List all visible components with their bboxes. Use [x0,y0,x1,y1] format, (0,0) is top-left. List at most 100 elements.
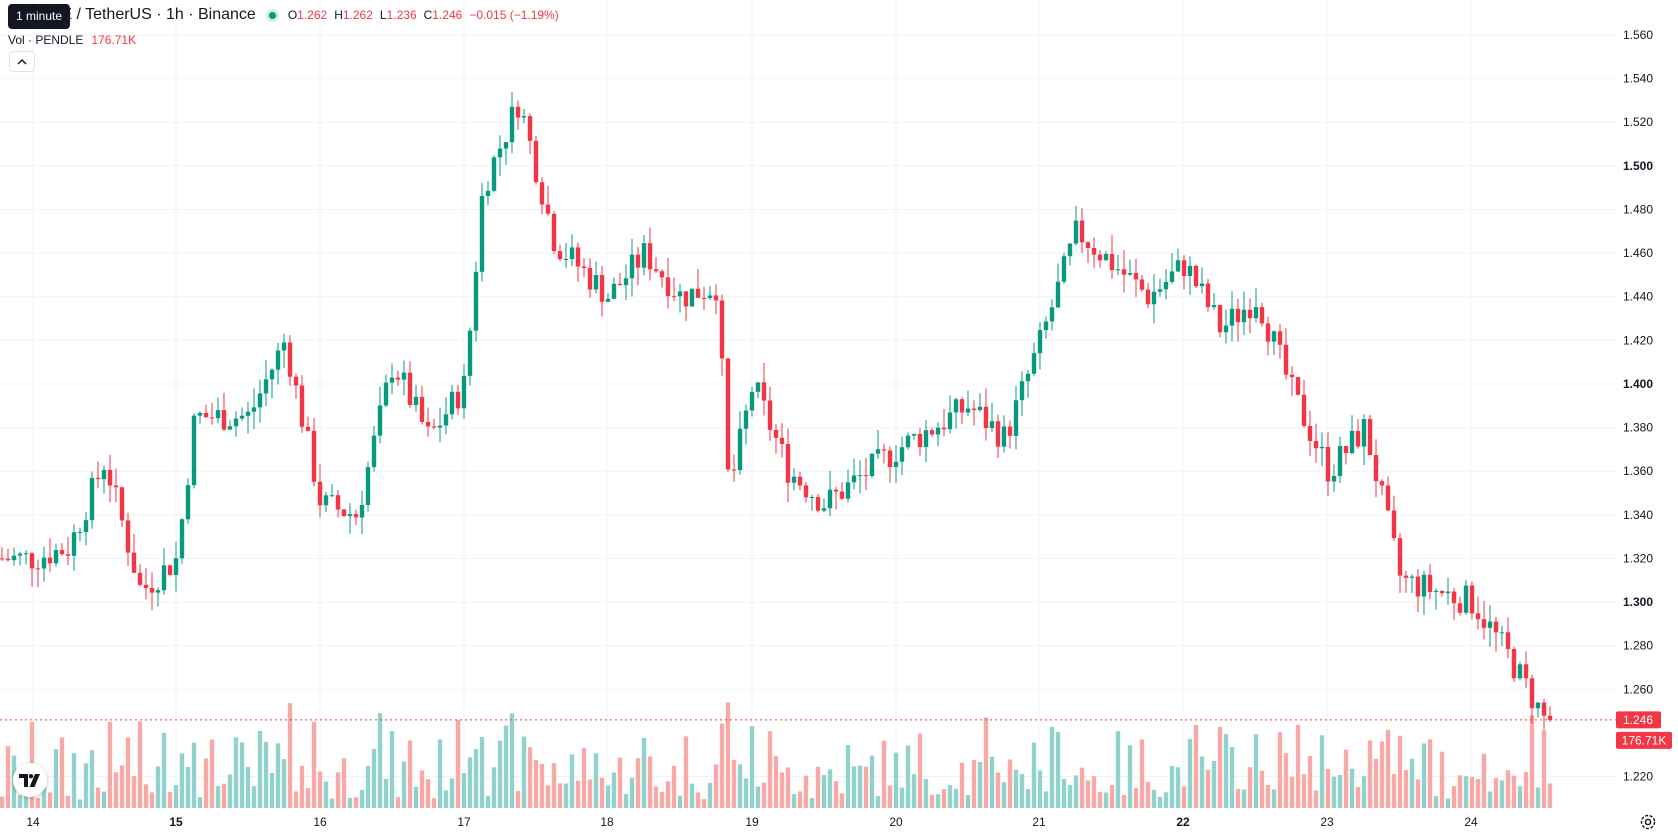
candle [461,363,467,419]
candle [149,572,155,611]
candle [1175,248,1181,272]
collapse-legend-button[interactable] [9,51,35,72]
volume-bar [695,792,701,808]
candle [629,238,635,297]
volume-bar [719,723,725,808]
candle [1073,205,1079,246]
volume-bar [887,785,893,808]
volume-bar [113,772,119,808]
candle [1043,316,1049,339]
price-axis[interactable]: 1.560 1.540 1.520 1.500 1.480 1.460 1.440 1.420… [1623,28,1653,784]
volume-bar [1259,770,1265,808]
price-tick-label: 1.520 [1623,115,1653,129]
candle [575,242,581,282]
candle [863,457,869,491]
market-status-icon[interactable] [265,8,279,22]
volume-bar [161,732,167,808]
candle [635,247,641,286]
volume-bar [323,781,329,808]
candle [941,409,947,437]
volume-bar [1235,788,1241,808]
time-tick-label: 20 [889,815,903,829]
candle [1151,274,1157,324]
candle [833,486,839,510]
volume-bar [1037,770,1043,808]
price-tick-label: 1.260 [1623,682,1653,696]
volume-bar [359,789,365,808]
volume-bar [71,753,77,808]
candle [569,234,575,267]
volume-bar [479,736,485,808]
volume-bar [383,778,389,808]
candle [5,548,11,562]
time-axis[interactable]: 14 15 16 17 18 19 20 21 22 23 24 [26,815,1478,829]
candle [893,445,899,483]
candle [779,423,785,458]
tradingview-logo[interactable] [13,763,47,797]
price-tick-label: 1.380 [1623,421,1653,435]
candle [1385,476,1391,511]
candle [137,564,143,587]
candle [1331,464,1337,493]
candle [1007,420,1013,449]
volume-bar [1043,791,1049,808]
candle [773,424,779,454]
candle [419,385,425,425]
candle [695,269,701,299]
candle [341,508,347,518]
candle [815,493,821,513]
volume-bar [287,703,293,808]
time-tick-label: 22 [1176,815,1190,829]
volume-bar [461,773,467,808]
volume-bar [5,746,11,808]
volume-bar [1289,776,1295,808]
candle [1163,269,1169,300]
volume-bar [1283,753,1289,808]
volume-bar [1247,767,1253,808]
volume-value-label: 176.71K [1622,733,1667,747]
candle [365,461,371,512]
candle [473,261,479,342]
candle [263,359,269,406]
volume-bar [935,794,941,808]
candle [185,478,191,524]
candle [605,293,611,302]
time-tick-label: 18 [600,815,614,829]
price-tick-label: 1.460 [1623,246,1653,260]
candle [233,411,239,437]
gear-icon[interactable] [1638,812,1658,832]
volume-bar [185,767,191,808]
candle [191,412,197,489]
candle [1445,577,1451,605]
candle [1379,479,1385,496]
volume-legend[interactable]: Vol · PENDLE 176.71K [8,33,136,47]
candle [1499,625,1505,647]
volume-bar [35,798,41,808]
candle [0,547,5,561]
candle [1067,243,1073,266]
candle [1541,698,1547,730]
volume-bar [917,733,923,808]
symbol-legend[interactable]: PENDLE / TetherUS · 1h · Binance O1.262 H… [8,6,559,24]
candle [407,361,413,408]
candle [1367,414,1373,456]
candle [29,552,35,587]
candle [551,210,557,254]
volume-bar [899,787,905,808]
volume-bar [179,753,185,808]
candle [869,453,875,478]
candle [1271,330,1277,355]
volume-badge: 176.71K [1616,731,1672,749]
volume-bar [1193,724,1199,808]
volume-bar [1133,787,1139,808]
candle [1205,279,1211,312]
volume-bar [941,789,947,808]
volume-bar [1307,756,1313,808]
volume-bar [89,750,95,808]
candle [455,384,461,416]
candle [1361,414,1367,466]
volume-bar [1505,770,1511,808]
volume-bar [587,779,593,808]
